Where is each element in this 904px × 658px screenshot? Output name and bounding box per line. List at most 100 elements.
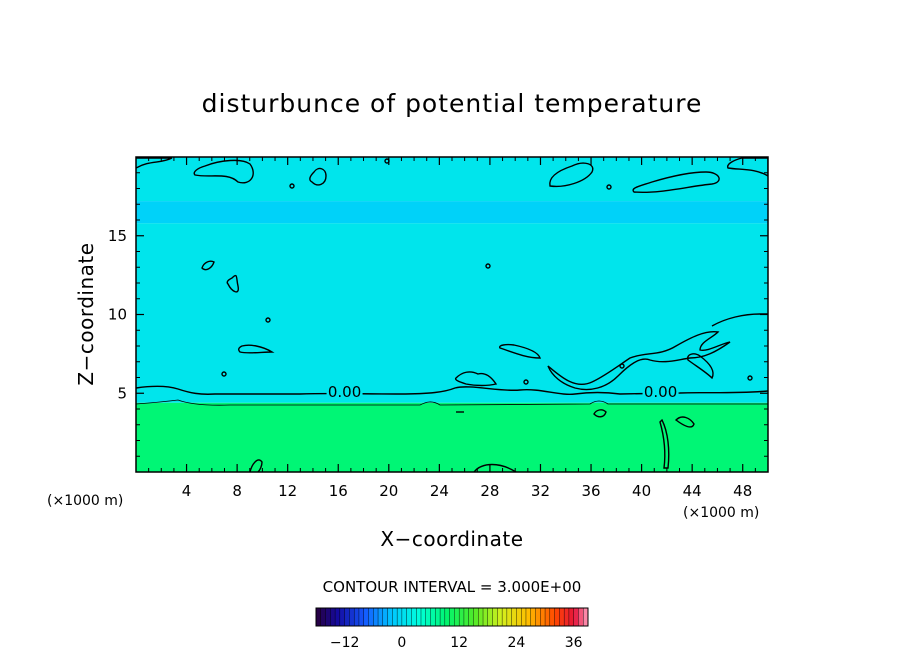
- contour-dot: [221, 371, 227, 377]
- colorbar-cell: [578, 607, 584, 627]
- x-tick-label: 28: [480, 482, 499, 500]
- contour-dot: [485, 263, 491, 269]
- contour-labels: 0.00 0.00: [326, 383, 679, 401]
- x-tick-label: 16: [329, 482, 348, 500]
- colorbar-cell: [501, 607, 508, 627]
- contour-label: 0.00: [328, 383, 361, 401]
- colorbar-cell: [396, 607, 403, 627]
- x-tick-label: 12: [278, 482, 297, 500]
- contour-line-mid-7: [711, 313, 768, 327]
- x-tick-label: 20: [379, 482, 398, 500]
- colorbar-cell: [425, 607, 432, 627]
- colorbar-cell: [506, 607, 513, 627]
- contour-line-top-5: [632, 171, 720, 194]
- colorbar-cell: [373, 607, 379, 627]
- contour-line-top-6: [727, 157, 768, 177]
- colorbar-cell: [458, 607, 465, 627]
- contour-line-mid-5: [454, 371, 498, 387]
- colorbar-cell: [344, 607, 350, 627]
- contour-dot: [523, 379, 529, 385]
- colorbar-cell: [511, 607, 517, 627]
- colorbar-cell: [454, 607, 460, 627]
- colorbar-cell: [525, 607, 532, 627]
- contour-dot: [265, 317, 271, 323]
- colorbar-cell: [435, 607, 441, 627]
- contour-line-low-4: [249, 459, 263, 472]
- colorbar-cell: [330, 607, 336, 627]
- contour-line-top-4: [549, 162, 594, 188]
- contour-label: 0.00: [644, 383, 677, 401]
- x-unit-label: (×1000 m): [683, 505, 759, 521]
- colorbar-cell: [473, 607, 479, 627]
- colorbar-cell: [497, 607, 503, 627]
- x-tick-label: 40: [632, 482, 651, 500]
- colorbar-cell: [449, 607, 455, 627]
- colorbar-cell: [315, 607, 322, 627]
- contour-line-mid-2: [201, 260, 215, 271]
- x-tick-label: 32: [531, 482, 550, 500]
- chart-title: disturbunce of potential temperature: [202, 89, 703, 118]
- colorbar-cell: [320, 607, 327, 627]
- contour-line-low-1: [659, 418, 670, 469]
- colorbar-cell: [463, 607, 470, 627]
- colorbar-cell: [482, 607, 489, 627]
- colorbar-cell: [382, 607, 389, 627]
- contour-lines: [136, 157, 768, 472]
- x-tick-label: 4: [182, 482, 192, 500]
- colorbar-tick-label: 36: [565, 635, 583, 651]
- contour-line-mid-3: [238, 344, 275, 354]
- x-tick-label: 36: [581, 482, 600, 500]
- plot-area: 0.00 0.00: [136, 157, 768, 472]
- colorbar-tick-label: 24: [508, 635, 526, 651]
- x-tick-label: 48: [733, 482, 752, 500]
- colorbar-cell: [387, 607, 393, 627]
- x-tick-label: 44: [683, 482, 702, 500]
- colorbar-cell: [568, 607, 575, 627]
- colorbar-cell: [406, 607, 412, 627]
- y-unit-label: (×1000 m): [47, 493, 123, 509]
- colorbar-cell: [487, 607, 494, 627]
- contour-label-bg: [326, 384, 363, 399]
- colorbar-cell: [353, 607, 360, 627]
- colorbar-cell: [573, 607, 579, 627]
- colorbar-cell: [401, 607, 408, 627]
- colorbar-cell: [478, 607, 484, 627]
- colorbar-tick-label: 0: [397, 635, 406, 651]
- y-tick-label: 5: [117, 384, 127, 402]
- contour-dot: [606, 184, 612, 190]
- field-bands: [136, 157, 768, 472]
- colorbar-cell: [377, 607, 384, 627]
- x-tick-label: 24: [430, 482, 449, 500]
- contour-line-low-2: [674, 416, 695, 428]
- colorbar-cell: [444, 607, 451, 627]
- colorbar-tick-label: −12: [330, 635, 360, 651]
- colorbar-cell: [339, 607, 346, 627]
- colorbar-cell: [492, 607, 498, 627]
- colorbar-cell: [416, 607, 422, 627]
- field-band: [136, 402, 768, 472]
- colorbar-cell: [392, 607, 398, 627]
- contour-interval-label: CONTOUR INTERVAL = 3.000E+00: [323, 578, 582, 596]
- contour-line-low-3: [473, 463, 517, 472]
- x-tick-label: 8: [232, 482, 242, 500]
- y-tick-label: 10: [108, 306, 127, 324]
- colorbar-cell: [325, 607, 331, 627]
- contour-line-low-5: [593, 409, 607, 418]
- colorbar-tick-label: 12: [450, 635, 468, 651]
- colorbar-cell: [358, 607, 365, 627]
- colorbar-cell: [535, 607, 541, 627]
- colorbar-cell: [544, 607, 551, 627]
- colorbar-cell: [368, 607, 374, 627]
- colorbar-cell: [430, 607, 436, 627]
- field-band: [136, 223, 768, 403]
- contour-line-mid-1: [226, 274, 240, 293]
- colorbar: −12 0 12 24 36: [315, 607, 589, 651]
- colorbar-cell: [540, 607, 546, 627]
- colorbar-cell: [334, 607, 341, 627]
- colorbar-frame: [315, 607, 589, 627]
- contour-line-mid-4: [498, 343, 541, 359]
- field-band: [136, 201, 768, 224]
- colorbar-cell: [363, 607, 369, 627]
